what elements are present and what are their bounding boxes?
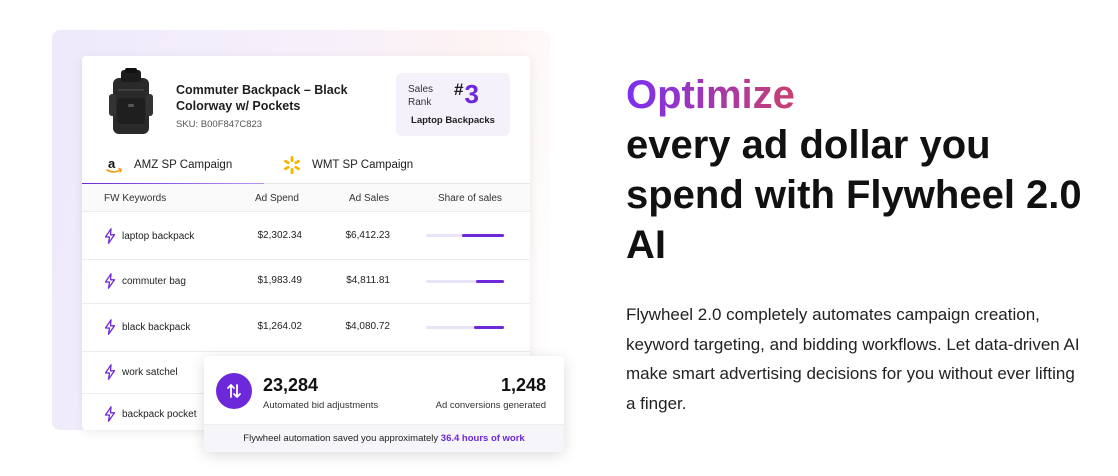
share-bar-fill (462, 234, 504, 237)
lightning-icon (104, 273, 116, 289)
share-bar-fill (474, 326, 504, 329)
campaign-card: Commuter Backpack – Black Colorway w/ Po… (82, 56, 530, 430)
col-keywords-header: FW Keywords (104, 193, 167, 204)
lightning-icon (104, 319, 116, 335)
share-bar-fill (476, 280, 504, 283)
rank-number: 3 (464, 79, 479, 109)
tab-amz-label: AMZ SP Campaign (134, 159, 233, 171)
product-sku: SKU: B00F847C823 (176, 119, 263, 130)
ad-spend-value: $1,983.49 (257, 275, 303, 286)
product-header: Commuter Backpack – Black Colorway w/ Po… (82, 56, 530, 146)
headline-accent: Optimize (626, 70, 795, 120)
keyword-text: black backpack (122, 321, 191, 333)
share-bar (426, 234, 504, 237)
svg-text:a: a (108, 156, 116, 171)
keyword-text: work satchel (122, 366, 178, 378)
hero-description: Flywheel 2.0 completely automates campai… (626, 305, 1080, 413)
ad-sales-value: $6,412.23 (345, 230, 391, 241)
automation-summary-card: 23,284 Automated bid adjustments 1,248 A… (204, 356, 564, 452)
headline-main: every ad dollar you spend with Flywheel … (626, 123, 1082, 267)
sales-rank-box: Sales Rank #3 Laptop Backpacks (396, 73, 510, 136)
lightning-icon (104, 406, 116, 422)
share-bar (426, 280, 504, 283)
hero-headline: Optimize every ad dollar you spend with … (626, 70, 1106, 270)
keyword-text: commuter bag (122, 275, 186, 287)
tab-wmt-label: WMT SP Campaign (312, 159, 414, 171)
col-ad-sales-header: Ad Sales (349, 193, 390, 204)
table-row[interactable]: black backpack $1,264.02 $4,080.72 (82, 304, 530, 352)
keyword-text: laptop backpack (122, 230, 195, 242)
time-saved-banner: Flywheel automation saved you approximat… (204, 424, 564, 452)
swap-arrows-icon (216, 373, 252, 409)
tab-amz-sp-campaign[interactable]: a AMZ SP Campaign (82, 146, 264, 185)
table-header: FW Keywords Ad Spend Ad Sales Share of s… (82, 184, 530, 212)
time-saved-highlight: 36.4 hours of work (440, 433, 525, 444)
walmart-spark-icon (280, 155, 304, 175)
rank-hash: # (454, 80, 464, 99)
keyword-text: backpack pocket (122, 408, 197, 420)
bid-adjustments-value: 23,284 (263, 375, 319, 395)
table-row[interactable]: laptop backpack $2,302.34 $6,412.23 (82, 212, 530, 260)
table-row[interactable]: commuter bag $1,983.49 $4,811.81 (82, 260, 530, 304)
tab-wmt-sp-campaign[interactable]: WMT SP Campaign (278, 146, 413, 184)
col-ad-spend-header: Ad Spend (255, 193, 299, 204)
share-bar (426, 326, 504, 329)
backpack-image (109, 68, 153, 134)
sales-rank-label: Sales Rank (408, 84, 434, 108)
lightning-icon (104, 228, 116, 244)
col-share-header: Share of sales (438, 193, 502, 204)
bid-adjustments-label: Automated bid adjustments (263, 400, 379, 411)
campaign-tabs: a AMZ SP Campaign (82, 146, 530, 185)
ad-conversions-value: 1,248 (500, 375, 546, 395)
sales-rank-category: Laptop Backpacks (411, 115, 495, 126)
ad-conversions-label: Ad conversions generated (435, 400, 546, 411)
lightning-icon (104, 364, 116, 380)
ad-sales-value: $4,080.72 (345, 321, 391, 332)
time-saved-text: Flywheel automation saved you approximat… (243, 433, 441, 444)
table-row[interactable]: backpack pocket (82, 394, 530, 430)
ad-sales-value: $4,811.81 (346, 275, 390, 286)
ad-spend-value: $1,264.02 (257, 321, 303, 332)
ad-spend-value: $2,302.34 (257, 230, 303, 241)
amazon-logo-icon: a (102, 155, 126, 175)
sales-rank-value: #3 (454, 79, 479, 110)
product-title: Commuter Backpack – Black Colorway w/ Po… (176, 83, 348, 113)
